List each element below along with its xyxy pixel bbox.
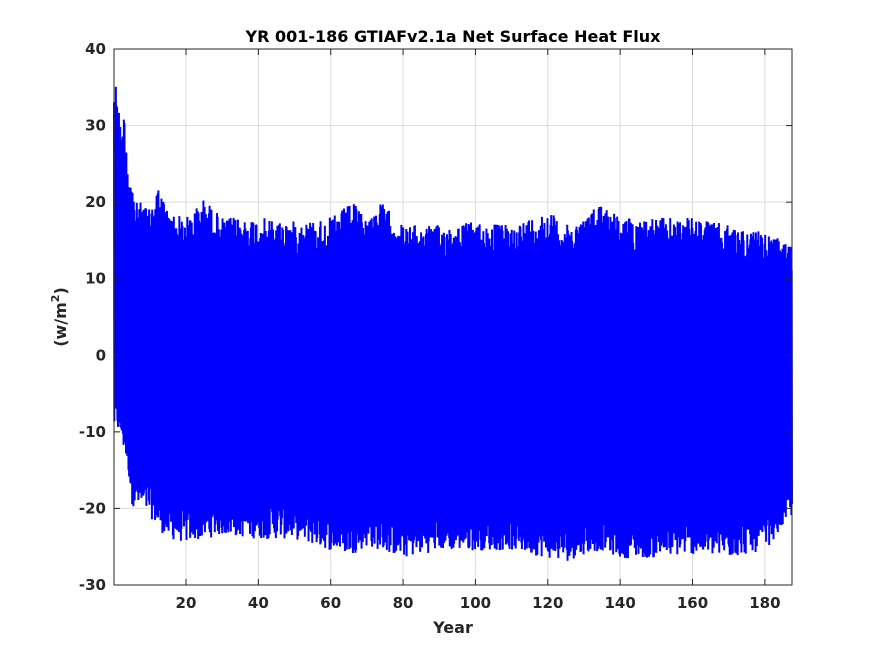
x-tick-label: 60 bbox=[320, 594, 341, 612]
x-tick-label: 180 bbox=[749, 594, 780, 612]
x-tick-label: 40 bbox=[248, 594, 269, 612]
data-layer bbox=[113, 86, 793, 561]
x-tick-label: 120 bbox=[532, 594, 563, 612]
chart-title: YR 001-186 GTIAFv2.1a Net Surface Heat F… bbox=[245, 27, 662, 46]
series-line-0 bbox=[113, 86, 793, 561]
y-tick-label: 10 bbox=[85, 270, 106, 288]
y-tick-label: -20 bbox=[79, 499, 106, 517]
x-tick-label: 100 bbox=[460, 594, 491, 612]
y-tick-label: -10 bbox=[79, 423, 106, 441]
x-axis-label: Year bbox=[432, 618, 473, 637]
axes-box bbox=[113, 48, 793, 586]
y-axis-label-sup: 2 bbox=[49, 295, 62, 303]
y-axis-label: (w/m2) bbox=[49, 287, 70, 347]
y-tick-label: 30 bbox=[85, 117, 106, 135]
x-tick-label: 160 bbox=[677, 594, 708, 612]
y-axis-label-suffix: ) bbox=[51, 287, 70, 294]
y-tick-label: 0 bbox=[96, 346, 106, 364]
y-axis-label-prefix: (w/m bbox=[51, 302, 70, 347]
x-tick-label: 20 bbox=[176, 594, 197, 612]
y-tick-label: 40 bbox=[85, 40, 106, 58]
ticks: 20 40 60 80 100 120 140 160 180 -30 -20 -10 0 10 20 30 4… bbox=[79, 40, 792, 612]
y-tick-label: 20 bbox=[85, 193, 106, 211]
x-tick-label: 140 bbox=[604, 594, 635, 612]
x-tick-label: 80 bbox=[393, 594, 414, 612]
y-tick-label: -30 bbox=[79, 576, 106, 594]
